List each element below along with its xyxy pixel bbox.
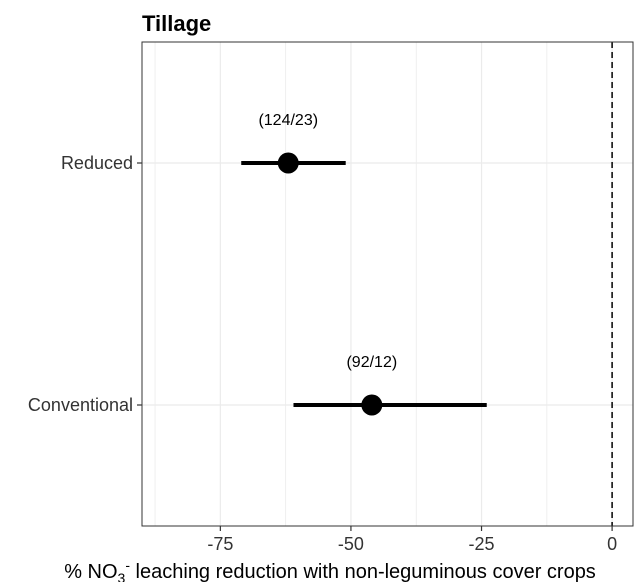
x-tick-label: 0 [607,534,617,554]
x-tick-label: -25 [469,534,495,554]
y-axis: Reduced Conventional [28,153,142,415]
x-axis-label-part-1: % NO [64,561,117,582]
sample-size-label-reduced: (124/23) [258,112,318,129]
sample-size-label-conventional: (92/12) [346,354,397,371]
panel-border [142,42,633,526]
estimates-layer: (124/23) (92/12) [241,112,487,416]
chart-title: Tillage [142,11,211,36]
x-axis-label: % NO3- leaching reduction with non-legum… [64,557,596,582]
point-estimate-reduced [278,153,299,174]
x-tick-label: -50 [338,534,364,554]
x-axis: -75 -50 -25 0 [207,526,617,554]
x-axis-label-subscript: 3 [118,570,126,582]
y-tick-label-conventional: Conventional [28,395,133,415]
x-axis-label-part-2: leaching reduction with non-leguminous c… [130,561,596,582]
x-tick-label: -75 [207,534,233,554]
point-estimate-conventional [361,395,382,416]
grid-lines [142,42,633,526]
y-tick-label-reduced: Reduced [61,153,133,173]
